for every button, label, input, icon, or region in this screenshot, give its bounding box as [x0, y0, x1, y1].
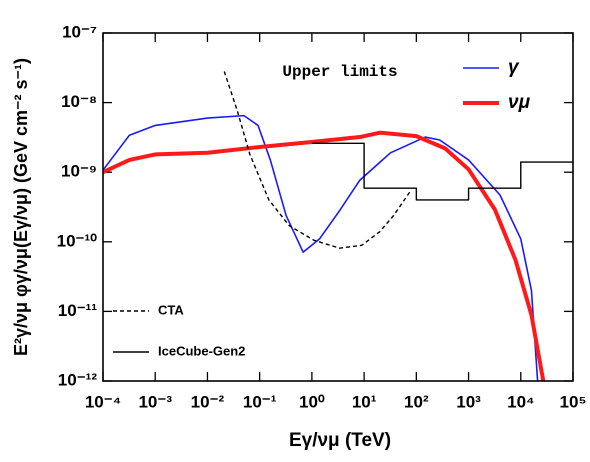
x-tick-label: 10⁻²: [191, 392, 225, 411]
annotation: Upper limits: [282, 63, 397, 81]
x-tick-label: 10⁴: [507, 392, 534, 411]
y-tick-label: 10⁻¹²: [58, 370, 98, 389]
x-tick-label: 10⁻⁴: [85, 392, 121, 411]
legend-label: νμ: [508, 92, 531, 113]
legend-label: CTA: [158, 302, 184, 317]
x-axis-label: Eγ/νμ (TeV): [289, 430, 391, 451]
y-tick-label: 10⁻⁹: [61, 162, 97, 181]
plot-frame: [102, 32, 574, 382]
x-tick-label: 10⁻¹: [243, 392, 277, 411]
line: [223, 71, 411, 249]
line: [103, 130, 546, 381]
legend-label: IceCube-Gen2: [158, 343, 245, 358]
x-tick-label: 10³: [456, 392, 481, 411]
legend-label: γ: [508, 57, 520, 78]
y-tick-label: 10⁻⁸: [61, 92, 97, 111]
y-axis-label: E²γ/νμ φγ/νμ(Eγ/νμ) (GeV cm⁻² s⁻¹): [11, 58, 31, 356]
x-tick-label: 10⁰: [299, 392, 325, 411]
x-tick-label: 10⁻³: [138, 392, 172, 411]
step-line: [311, 142, 573, 201]
y-tick-label: 10⁻⁷: [62, 22, 97, 41]
x-tick-label: 10²: [404, 392, 429, 411]
x-tick-label: 10¹: [352, 392, 377, 411]
line: [103, 114, 539, 381]
y-tick-label: 10⁻¹¹: [58, 301, 98, 320]
x-tick-label: 10⁵: [560, 392, 587, 411]
y-tick-label: 10⁻¹⁰: [57, 231, 98, 250]
